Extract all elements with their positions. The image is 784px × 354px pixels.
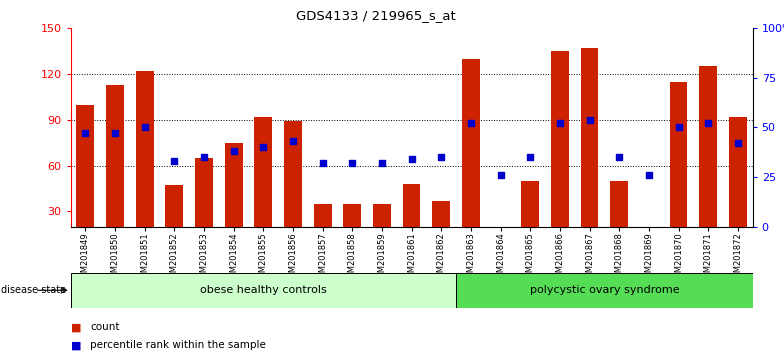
Point [494, 172, 506, 178]
Point [731, 141, 744, 146]
Point [583, 117, 596, 122]
Point [198, 154, 210, 160]
Point [346, 160, 358, 166]
Point [139, 125, 151, 130]
Text: ■: ■ [71, 340, 81, 350]
Point [613, 154, 626, 160]
Bar [492, 227, 510, 257]
Text: count: count [90, 322, 120, 332]
Point [405, 156, 418, 162]
Bar [165, 185, 183, 257]
Bar [551, 51, 568, 257]
Bar [106, 85, 124, 257]
Bar [699, 67, 717, 257]
Text: polycystic ovary syndrome: polycystic ovary syndrome [529, 285, 679, 295]
Text: disease state: disease state [1, 285, 66, 295]
Bar [373, 204, 391, 257]
Point [257, 144, 270, 150]
Bar [343, 204, 361, 257]
Bar [521, 181, 539, 257]
Text: ■: ■ [71, 322, 81, 332]
Bar [432, 201, 450, 257]
Point [79, 131, 92, 136]
Point [287, 138, 299, 144]
Point [435, 154, 448, 160]
Point [465, 121, 477, 126]
Bar [462, 59, 480, 257]
Point [227, 148, 240, 154]
Bar [136, 71, 154, 257]
Bar [195, 158, 213, 257]
Point [672, 125, 684, 130]
Bar [77, 104, 94, 257]
Bar [255, 117, 272, 257]
Text: obese healthy controls: obese healthy controls [200, 285, 327, 295]
Bar [729, 117, 746, 257]
Point [643, 172, 655, 178]
Bar [225, 143, 242, 257]
Bar [581, 48, 598, 257]
Point [168, 158, 180, 164]
Text: GDS4133 / 219965_s_at: GDS4133 / 219965_s_at [296, 9, 456, 22]
Point [702, 121, 714, 126]
Point [109, 131, 122, 136]
Point [317, 160, 329, 166]
Bar [640, 227, 658, 257]
Point [524, 154, 536, 160]
Bar [314, 204, 332, 257]
Point [554, 121, 566, 126]
Bar [403, 184, 420, 257]
Bar [284, 121, 302, 257]
Bar [456, 273, 753, 308]
Bar [610, 181, 628, 257]
Bar [71, 273, 456, 308]
Text: percentile rank within the sample: percentile rank within the sample [90, 340, 266, 350]
Point [376, 160, 388, 166]
Bar [670, 82, 688, 257]
